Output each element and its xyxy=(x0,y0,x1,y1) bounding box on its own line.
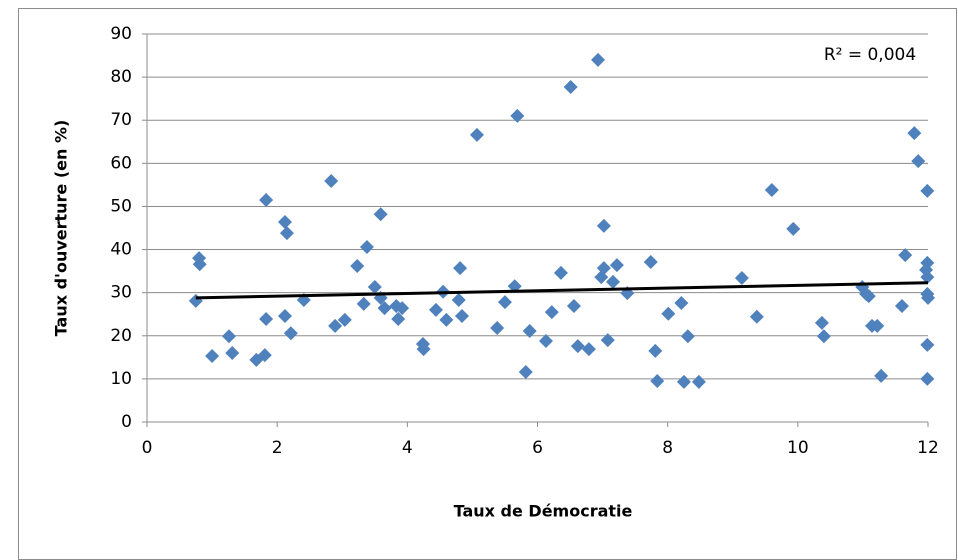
point xyxy=(356,296,371,311)
point xyxy=(359,239,374,254)
x-tick-label: 0 xyxy=(142,438,153,458)
point xyxy=(391,311,406,326)
point xyxy=(259,192,274,207)
point xyxy=(497,295,512,310)
point xyxy=(596,261,611,276)
point xyxy=(786,221,801,236)
point xyxy=(600,333,615,348)
point xyxy=(764,183,779,198)
point xyxy=(648,343,663,358)
point xyxy=(734,271,749,286)
x-axis-label: Taux de Démocratie xyxy=(454,502,633,521)
point xyxy=(337,312,352,327)
point xyxy=(691,374,706,389)
point xyxy=(222,329,237,344)
y-tick-label: 0 xyxy=(121,412,132,432)
point xyxy=(911,154,926,169)
point xyxy=(874,368,889,383)
point xyxy=(377,301,392,316)
point xyxy=(522,324,537,339)
x-tick-label: 2 xyxy=(272,438,283,458)
point xyxy=(749,309,764,324)
x-tick-label: 8 xyxy=(662,438,673,458)
point xyxy=(680,329,695,344)
point xyxy=(205,349,220,364)
point xyxy=(395,301,410,316)
point xyxy=(563,80,578,95)
point xyxy=(814,315,829,330)
point xyxy=(350,258,365,273)
point xyxy=(373,207,388,222)
point xyxy=(451,292,466,307)
point xyxy=(566,299,581,314)
point xyxy=(870,318,885,333)
point xyxy=(428,302,443,317)
point xyxy=(259,311,274,326)
point xyxy=(650,374,665,389)
point xyxy=(544,305,559,320)
point xyxy=(192,257,207,272)
point xyxy=(453,261,468,276)
point xyxy=(609,258,624,273)
point xyxy=(518,364,533,379)
point xyxy=(643,255,658,270)
point xyxy=(920,371,935,386)
point xyxy=(921,290,935,305)
point xyxy=(661,306,676,321)
x-tick-label: 4 xyxy=(402,438,413,458)
y-tick-label: 50 xyxy=(110,196,132,216)
point xyxy=(490,321,505,336)
point xyxy=(439,312,454,327)
point xyxy=(591,52,606,67)
point xyxy=(553,265,568,280)
point xyxy=(605,274,620,289)
y-tick-label: 80 xyxy=(110,67,132,87)
x-tick-label: 10 xyxy=(787,438,809,458)
x-tick-label: 12 xyxy=(917,438,939,458)
point xyxy=(277,214,292,229)
point xyxy=(510,108,525,123)
point xyxy=(328,318,343,333)
point xyxy=(283,326,298,341)
point xyxy=(894,299,909,314)
y-tick-label: 40 xyxy=(110,240,132,260)
point xyxy=(279,226,294,241)
y-tick-label: 70 xyxy=(110,110,132,130)
y-tick-label: 20 xyxy=(110,326,132,346)
point xyxy=(570,339,585,354)
point xyxy=(416,342,431,357)
y-tick-label: 60 xyxy=(110,153,132,173)
y-tick-label: 10 xyxy=(110,369,132,389)
y-axis-label: Taux d'ouverture (en %) xyxy=(52,120,71,337)
point xyxy=(920,270,935,285)
point xyxy=(367,280,382,295)
trendline xyxy=(195,281,929,300)
point xyxy=(538,333,553,348)
point xyxy=(455,308,470,323)
y-tick-label: 30 xyxy=(110,283,132,303)
point xyxy=(324,174,339,189)
point xyxy=(920,337,935,352)
point xyxy=(920,183,935,198)
point xyxy=(676,374,691,389)
point xyxy=(898,248,913,263)
point xyxy=(596,218,611,233)
x-tick-label: 6 xyxy=(532,438,543,458)
point xyxy=(225,346,240,361)
point xyxy=(257,348,272,363)
point xyxy=(277,308,292,323)
point xyxy=(674,296,689,311)
point xyxy=(816,329,831,344)
point xyxy=(861,289,876,304)
y-tick-label: 90 xyxy=(110,24,132,44)
point xyxy=(581,342,596,357)
point xyxy=(907,126,922,141)
point xyxy=(469,127,484,142)
annotation: R² = 0,004 xyxy=(824,45,916,65)
